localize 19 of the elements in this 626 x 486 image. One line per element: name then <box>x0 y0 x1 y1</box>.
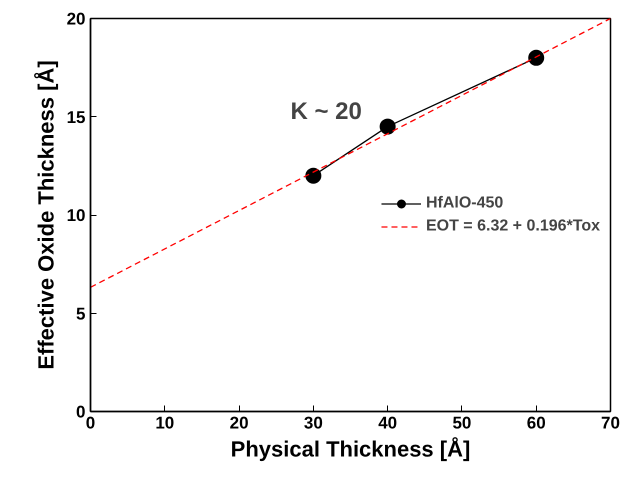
x-tick-label: 70 <box>601 414 620 432</box>
x-axis-title: Physical Thickness [Å] <box>230 436 470 462</box>
x-tick-label: 30 <box>304 414 323 432</box>
y-tick-label: 15 <box>66 108 86 127</box>
annotation: K ~ 20 <box>290 98 362 125</box>
x-tick-label: 10 <box>155 414 174 432</box>
x-tick-label: 40 <box>378 414 398 432</box>
x-tick-label: 20 <box>230 414 249 432</box>
point <box>305 168 322 184</box>
y-tick-label: 5 <box>76 304 86 324</box>
y-tick-label: 20 <box>66 10 86 28</box>
legend-label: EOT = 6.32 + 0.196*Tox <box>426 217 600 235</box>
x-tick-label: 60 <box>526 414 546 432</box>
legend-label: HfAlO-450 <box>426 194 504 212</box>
y-tick-label: 10 <box>66 206 86 225</box>
point <box>528 50 544 66</box>
x-tick-label: 50 <box>452 414 472 432</box>
y-axis-title: Effective Oxide Thickness [Å] <box>34 60 59 370</box>
point <box>380 118 396 135</box>
